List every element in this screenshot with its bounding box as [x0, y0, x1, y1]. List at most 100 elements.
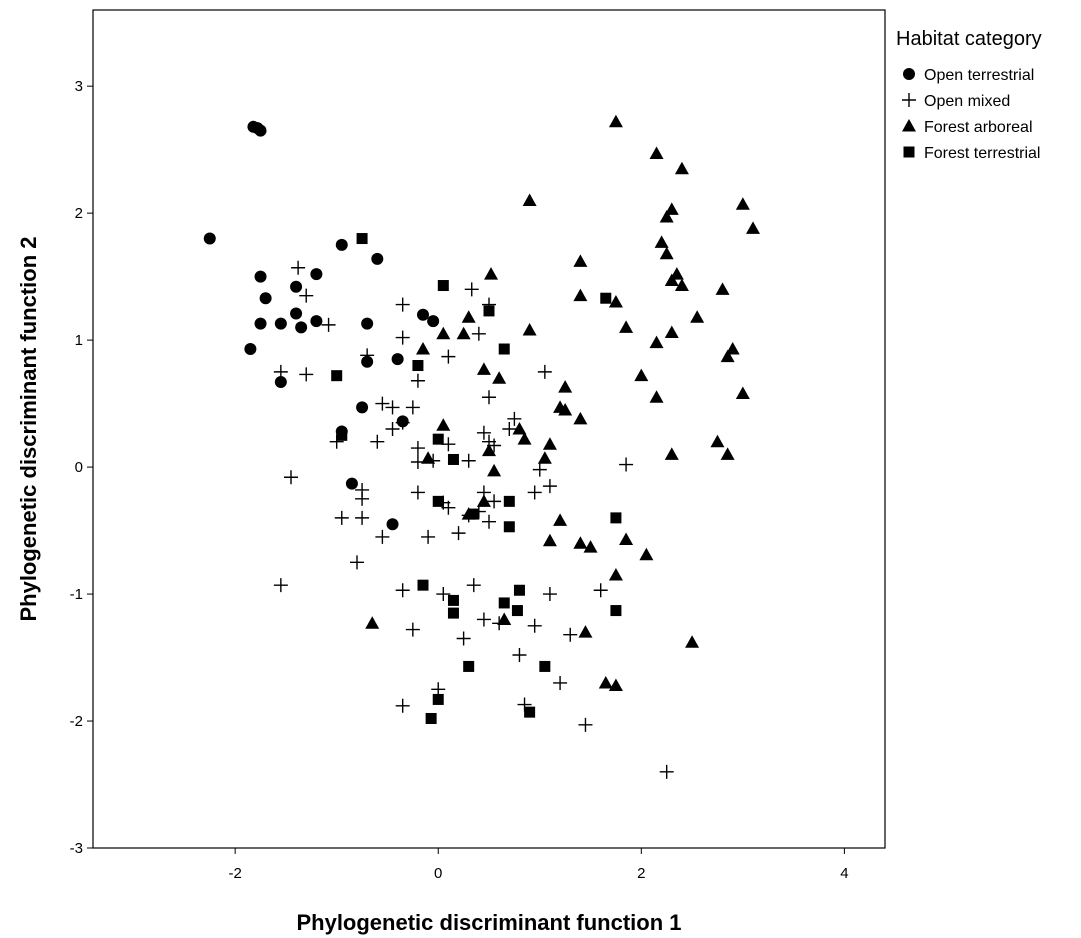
- y-tick-label: 3: [75, 78, 83, 95]
- data-point: [360, 348, 375, 363]
- data-point: [537, 364, 552, 379]
- data-point: [690, 310, 705, 323]
- x-tick-label: 4: [840, 865, 848, 882]
- data-point: [553, 513, 568, 526]
- data-point: [370, 434, 385, 449]
- data-point: [487, 494, 502, 509]
- data-point: [674, 278, 689, 292]
- data-point: [310, 315, 323, 328]
- data-point: [425, 712, 437, 724]
- data-point: [290, 307, 303, 320]
- data-point: [259, 292, 272, 305]
- data-point: [355, 510, 370, 525]
- data-point: [391, 353, 404, 366]
- data-point: [522, 193, 537, 206]
- data-point: [573, 288, 588, 302]
- data-point: [583, 540, 598, 553]
- data-point: [395, 583, 410, 598]
- legend-label: Forest arboreal: [924, 119, 1033, 136]
- data-point: [447, 453, 459, 465]
- data-point: [356, 401, 369, 414]
- data-point: [542, 587, 557, 602]
- data-point: [356, 233, 368, 245]
- data-point: [558, 402, 573, 416]
- data-point: [254, 124, 267, 137]
- data-point: [395, 330, 410, 345]
- data-point: [350, 555, 364, 570]
- data-point: [539, 660, 551, 672]
- data-point: [336, 429, 348, 441]
- data-point: [710, 434, 725, 448]
- data-point: [273, 578, 288, 593]
- data-point: [274, 376, 287, 389]
- data-point: [498, 597, 510, 609]
- series-square: [331, 233, 622, 724]
- data-points: [203, 114, 760, 779]
- data-point: [503, 521, 515, 533]
- data-point: [466, 578, 481, 593]
- data-point: [619, 532, 634, 545]
- data-point: [517, 432, 532, 445]
- data-point: [284, 470, 298, 485]
- data-point: [335, 238, 348, 251]
- data-point: [563, 627, 578, 642]
- data-point: [299, 288, 314, 303]
- data-point: [482, 443, 496, 457]
- data-point: [482, 390, 496, 405]
- data-point: [291, 260, 306, 275]
- data-point: [476, 362, 491, 375]
- data-point: [464, 282, 479, 297]
- data-point: [578, 625, 593, 638]
- legend-label: Open mixed: [924, 93, 1010, 110]
- data-point: [512, 422, 527, 435]
- data-point: [619, 320, 634, 333]
- legend-label: Forest terrestrial: [924, 145, 1040, 162]
- data-point: [244, 343, 257, 356]
- data-point: [385, 422, 400, 436]
- data-point: [664, 325, 679, 339]
- data-point: [365, 616, 380, 629]
- data-point: [483, 305, 495, 317]
- data-point: [421, 451, 436, 464]
- data-point: [254, 317, 267, 330]
- data-point: [649, 335, 664, 349]
- data-point: [421, 529, 436, 544]
- y-axis: -3 -2 -1 0 1 2 3: [70, 78, 93, 857]
- data-point: [598, 675, 613, 689]
- data-point: [436, 587, 451, 602]
- data-point: [746, 221, 760, 234]
- y-tick-label: 2: [75, 205, 83, 222]
- data-point: [254, 270, 267, 283]
- data-point: [432, 693, 444, 705]
- legend-label: Open terrestrial: [924, 67, 1034, 84]
- data-point: [375, 396, 390, 411]
- data-point: [542, 437, 557, 450]
- data-point: [608, 678, 623, 691]
- data-point: [482, 514, 496, 529]
- data-point: [715, 282, 730, 295]
- data-point: [610, 512, 622, 524]
- data-point: [664, 447, 679, 460]
- data-point: [321, 317, 336, 332]
- data-point: [371, 252, 384, 265]
- data-point: [725, 342, 740, 355]
- data-point: [436, 326, 451, 340]
- data-point: [405, 622, 420, 637]
- legend-item: Forest terrestrial: [903, 145, 1040, 162]
- y-tick-label: 1: [75, 332, 83, 349]
- data-point: [498, 343, 510, 355]
- data-point: [386, 518, 399, 531]
- data-point: [522, 322, 537, 336]
- data-point: [385, 400, 400, 415]
- data-point: [685, 635, 700, 648]
- data-point: [674, 161, 689, 175]
- data-point: [476, 425, 491, 440]
- data-point: [441, 349, 456, 364]
- data-point: [410, 373, 425, 388]
- data-point: [512, 648, 527, 663]
- data-point: [664, 202, 679, 215]
- legend-title: Habitat category: [896, 28, 1042, 50]
- data-point: [441, 500, 456, 515]
- data-point: [497, 612, 512, 625]
